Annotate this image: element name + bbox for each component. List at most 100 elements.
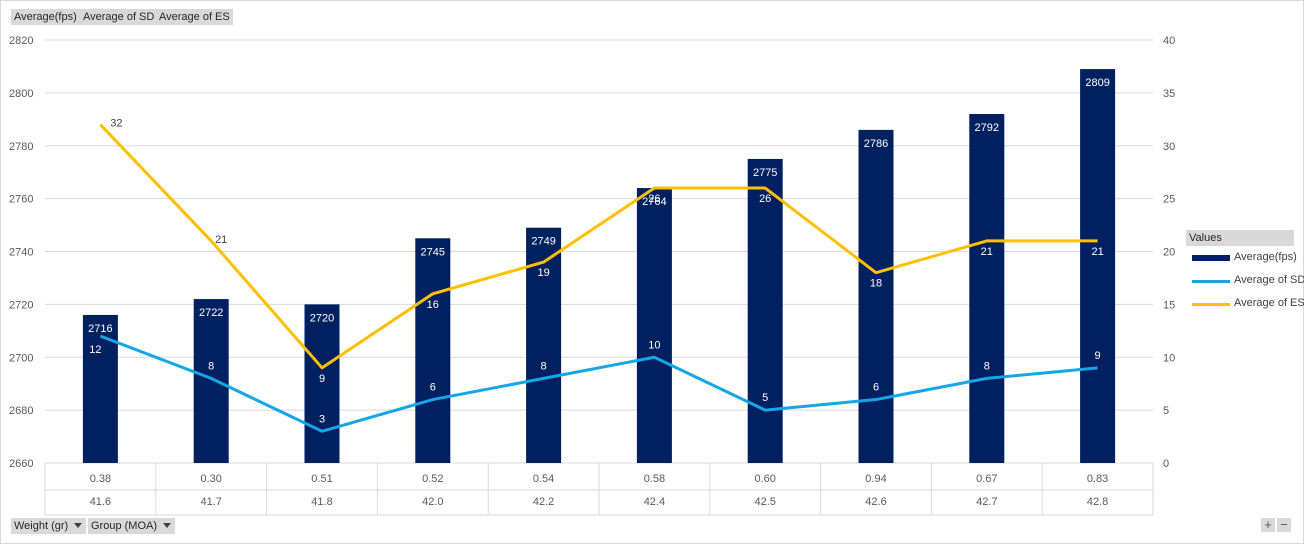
line-data-label: 26 <box>648 193 660 205</box>
bar <box>1080 69 1116 464</box>
y-right-tick-label: 15 <box>1163 299 1175 311</box>
bar-data-label: 2792 <box>975 122 999 134</box>
line-data-label: 8 <box>208 360 214 372</box>
y-left-tick-label: 2820 <box>9 35 33 47</box>
x-tick-label-inner: 0.58 <box>644 473 665 485</box>
legend-label: Average(fps) <box>1234 251 1297 263</box>
y-right-tick-label: 35 <box>1163 88 1175 100</box>
line-data-label: 21 <box>215 234 227 246</box>
legend-label: Average of SD <box>1234 274 1304 286</box>
chevron-down-icon <box>74 523 83 528</box>
legend-swatch-bar <box>1192 255 1230 261</box>
x-tick-label-outer: 42.0 <box>422 496 443 508</box>
y-right-tick-label: 30 <box>1163 141 1175 153</box>
field-button-average-fps[interactable]: Average(fps) <box>11 9 80 25</box>
y-right-tick-label: 40 <box>1163 35 1175 47</box>
line-data-label: 21 <box>981 246 993 258</box>
y-right-tick-label: 0 <box>1163 458 1169 470</box>
bar <box>193 299 229 463</box>
bar <box>969 114 1005 464</box>
bar <box>747 158 783 463</box>
line-data-label: 12 <box>89 344 101 356</box>
line-data-label: 21 <box>1091 246 1103 258</box>
y-right-tick-label: 25 <box>1163 194 1175 206</box>
line-data-label: 10 <box>648 339 660 351</box>
x-tick-label-inner: 0.54 <box>533 473 554 485</box>
field-button-average-es[interactable]: Average of ES <box>156 9 233 25</box>
x-tick-label-outer: 41.7 <box>200 496 221 508</box>
x-tick-label-outer: 41.6 <box>90 496 111 508</box>
y-left-tick-label: 2700 <box>9 352 33 364</box>
axis-field-label: Weight (gr) <box>14 520 69 532</box>
y-right-tick-label: 20 <box>1163 247 1175 259</box>
legend-swatch-line <box>1192 280 1230 283</box>
y-left-tick-label: 2800 <box>9 88 33 100</box>
bar-data-label: 2720 <box>310 312 334 324</box>
line-data-label: 32 <box>110 118 122 130</box>
series-line <box>99 123 1098 370</box>
y-left-tick-label: 2660 <box>9 458 33 470</box>
line-data-label: 9 <box>319 373 325 385</box>
bar-data-label: 2775 <box>753 167 777 179</box>
x-tick-label-outer: 41.8 <box>311 496 332 508</box>
line-data-label: 16 <box>427 299 439 311</box>
bar <box>304 304 340 463</box>
x-tick-label-inner: 0.60 <box>754 473 775 485</box>
x-tick-label-outer: 42.6 <box>865 496 886 508</box>
line-data-label: 8 <box>984 360 990 372</box>
legend-item-average-sd[interactable]: Average of SD <box>1186 269 1304 292</box>
bar-data-label: 2716 <box>88 323 112 335</box>
x-tick-label-outer: 42.2 <box>533 496 554 508</box>
series-line <box>99 334 1098 433</box>
line-data-label: 9 <box>1095 350 1101 362</box>
x-tick-label-inner: 0.67 <box>976 473 997 485</box>
line-data-label: 26 <box>759 193 771 205</box>
x-tick-label-inner: 0.51 <box>311 473 332 485</box>
x-tick-label-outer: 42.4 <box>644 496 665 508</box>
bar-data-label: 2764 <box>642 196 666 208</box>
bar <box>415 238 451 463</box>
line-data-label: 6 <box>430 382 436 394</box>
expand-plus-icon[interactable]: + <box>1261 518 1275 532</box>
line-data-label: 3 <box>319 413 325 425</box>
x-tick-label-outer: 42.8 <box>1087 496 1108 508</box>
legend-label: Average of ES <box>1234 297 1304 309</box>
bar <box>858 129 894 463</box>
y-left-tick-label: 2760 <box>9 194 33 206</box>
x-tick-label-inner: 0.30 <box>200 473 221 485</box>
y-left-tick-label: 2740 <box>9 247 33 259</box>
legend-title: Values <box>1186 230 1294 246</box>
line-data-label: 18 <box>870 278 882 290</box>
chevron-down-icon <box>163 523 172 528</box>
collapse-minus-icon[interactable]: − <box>1277 518 1291 532</box>
legend-item-average-es[interactable]: Average of ES <box>1186 292 1304 315</box>
axis-field-label: Group (MOA) <box>91 520 158 532</box>
axis-field-button-weight[interactable]: Weight (gr) <box>11 518 87 534</box>
legend: Values Average(fps) Average of SD Averag… <box>1186 230 1304 315</box>
x-tick-label-inner: 0.38 <box>90 473 111 485</box>
x-tick-label-outer: 42.7 <box>976 496 997 508</box>
legend-item-average-fps[interactable]: Average(fps) <box>1186 246 1297 269</box>
bar-data-label: 2786 <box>864 138 888 150</box>
y-left-tick-label: 2780 <box>9 141 33 153</box>
bar <box>636 188 672 464</box>
line-data-label: 6 <box>873 382 879 394</box>
legend-swatch-line <box>1192 303 1230 306</box>
y-left-tick-label: 2720 <box>9 299 33 311</box>
line-data-label: 8 <box>541 360 547 372</box>
x-tick-label-inner: 0.94 <box>865 473 886 485</box>
x-tick-label-inner: 0.52 <box>422 473 443 485</box>
bar-data-label: 2722 <box>199 307 223 319</box>
axis-field-button-group[interactable]: Group (MOA) <box>88 518 176 534</box>
field-button-average-sd[interactable]: Average of SD <box>80 9 158 25</box>
bar-data-label: 2749 <box>531 236 555 248</box>
x-tick-label-inner: 0.83 <box>1087 473 1108 485</box>
x-tick-label-outer: 42.5 <box>754 496 775 508</box>
line-data-label: 5 <box>762 392 768 404</box>
line-data-label: 19 <box>537 267 549 279</box>
y-right-tick-label: 10 <box>1163 352 1175 364</box>
bar-data-label: 2745 <box>421 246 445 258</box>
y-right-tick-label: 5 <box>1163 405 1169 417</box>
y-left-tick-label: 2680 <box>9 405 33 417</box>
